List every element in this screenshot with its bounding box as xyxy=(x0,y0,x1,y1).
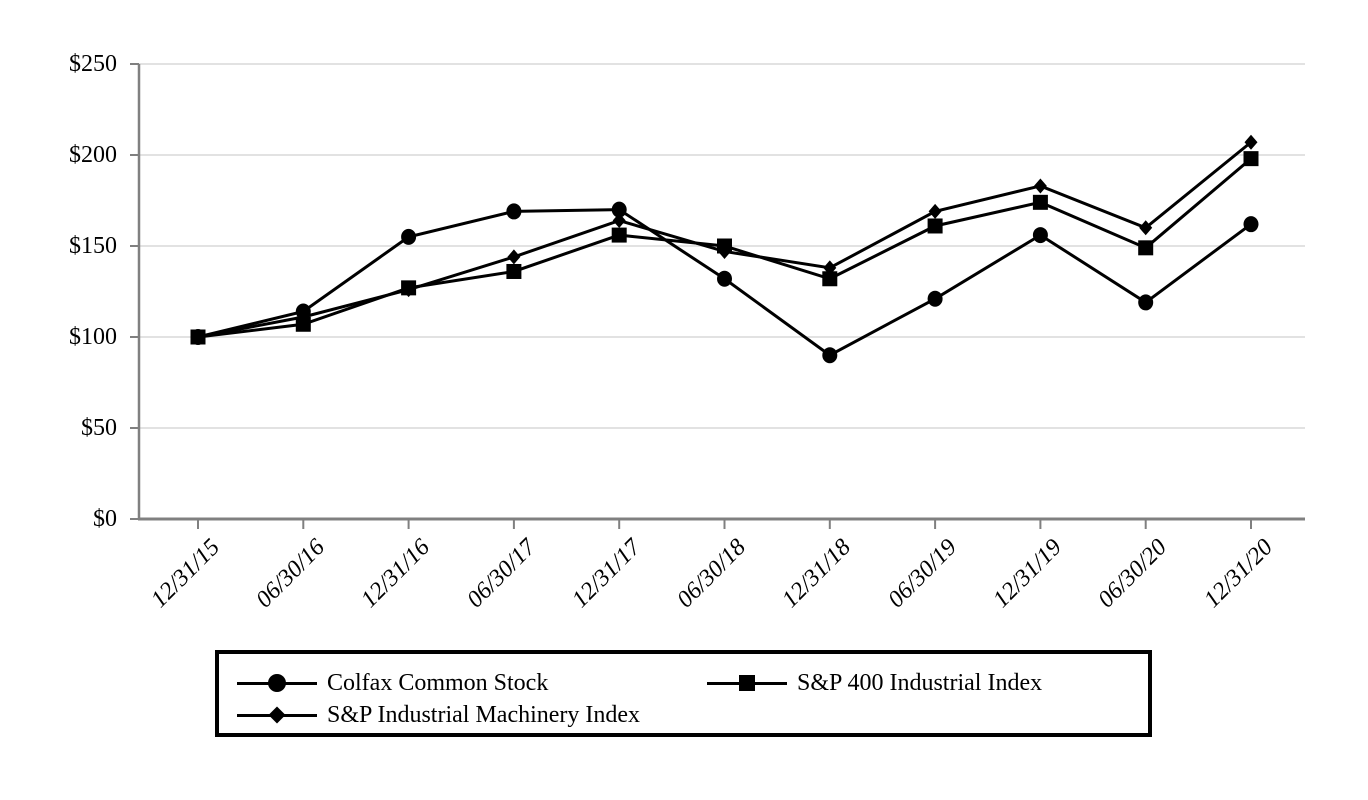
y-axis-label: $100 xyxy=(69,324,117,350)
circle-marker-icon xyxy=(237,671,317,695)
data-point-diamond-s-p-industrial-machinery-index xyxy=(928,203,942,219)
data-point-square-s-p-400-industrial-index xyxy=(506,263,522,279)
data-point-square-s-p-400-industrial-index xyxy=(1138,240,1154,256)
square-marker-icon xyxy=(707,671,787,695)
legend-item-sp400-industrial-index: S&P 400 Industrial Index xyxy=(707,671,1042,695)
data-point-circle-colfax-common-stock xyxy=(1138,294,1154,311)
data-point-circle-colfax-common-stock xyxy=(822,347,838,364)
data-point-diamond-s-p-industrial-machinery-index xyxy=(1033,178,1047,194)
legend: Colfax Common Stock S&P 400 Industrial I… xyxy=(215,650,1152,737)
legend-label: S&P Industrial Machinery Index xyxy=(327,702,641,728)
data-point-diamond-s-p-industrial-machinery-index xyxy=(507,249,521,265)
y-axis-label: $200 xyxy=(69,142,117,168)
data-point-square-s-p-400-industrial-index xyxy=(822,271,838,287)
y-axis-label: $50 xyxy=(81,415,117,441)
legend-label: Colfax Common Stock xyxy=(327,670,549,696)
y-axis-label: $150 xyxy=(69,233,117,259)
legend-item-colfax-common-stock: Colfax Common Stock xyxy=(237,671,548,695)
data-point-circle-colfax-common-stock xyxy=(717,270,732,287)
y-axis-label: $0 xyxy=(93,506,117,532)
data-point-circle-colfax-common-stock xyxy=(1243,216,1259,233)
data-point-circle-colfax-common-stock xyxy=(611,201,627,218)
data-point-diamond-s-p-industrial-machinery-index xyxy=(1139,220,1153,236)
data-point-circle-colfax-common-stock xyxy=(1032,227,1048,244)
data-point-diamond-s-p-industrial-machinery-index xyxy=(1244,134,1258,150)
data-point-square-s-p-400-industrial-index xyxy=(1243,151,1259,167)
data-point-square-s-p-400-industrial-index xyxy=(717,238,732,254)
data-point-square-s-p-400-industrial-index xyxy=(401,280,417,296)
y-axis-label: $250 xyxy=(69,51,117,77)
data-point-square-s-p-400-industrial-index xyxy=(611,227,627,243)
data-point-circle-colfax-common-stock xyxy=(401,228,417,245)
data-point-circle-colfax-common-stock xyxy=(927,290,943,307)
data-point-circle-colfax-common-stock xyxy=(506,203,522,220)
data-point-square-s-p-400-industrial-index xyxy=(190,329,206,345)
data-point-square-s-p-400-industrial-index xyxy=(927,218,943,234)
legend-item-sp-industrial-machinery-index: S&P Industrial Machinery Index xyxy=(237,703,640,727)
diamond-marker-icon xyxy=(237,703,317,727)
data-point-square-s-p-400-industrial-index xyxy=(1032,194,1048,210)
data-point-circle-colfax-common-stock xyxy=(295,303,311,320)
data-point-square-s-p-400-industrial-index xyxy=(295,316,311,332)
legend-label: S&P 400 Industrial Index xyxy=(797,670,1043,696)
